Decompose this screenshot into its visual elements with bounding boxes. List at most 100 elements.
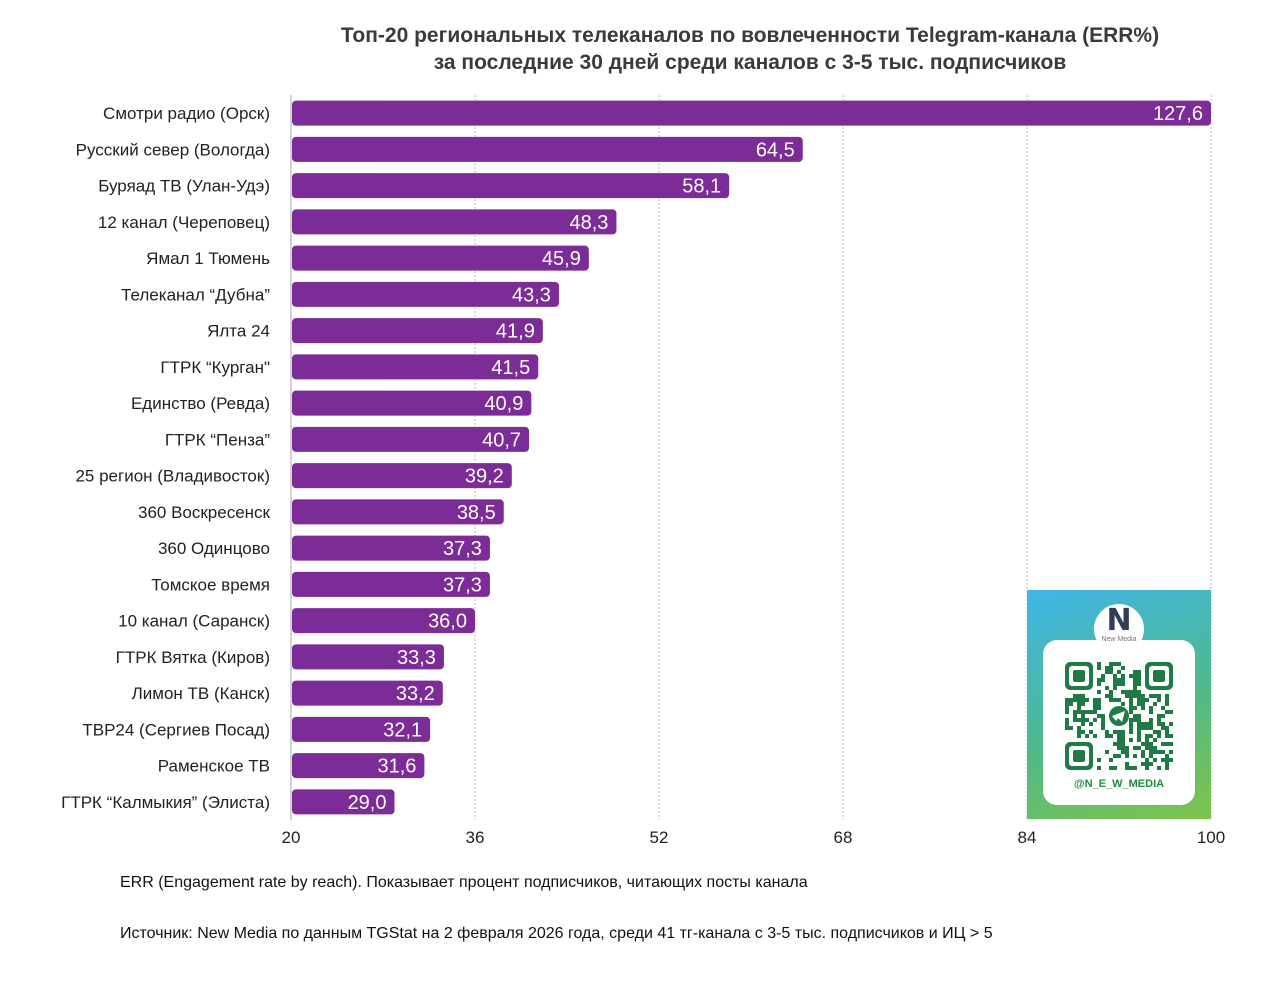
qr-module	[1065, 726, 1069, 730]
qr-module	[1169, 750, 1173, 754]
qr-module	[1109, 662, 1113, 666]
qr-module	[1145, 726, 1149, 730]
qr-module	[1161, 750, 1165, 754]
category-label: Смотри радио (Орск)	[103, 104, 270, 123]
qr-module	[1157, 730, 1161, 734]
qr-module	[1137, 702, 1141, 706]
qr-module	[1129, 690, 1133, 694]
qr-module	[1129, 718, 1133, 722]
qr-module	[1065, 698, 1069, 702]
bar-value-label: 33,3	[397, 647, 436, 669]
qr-module	[1093, 702, 1097, 706]
category-label: 360 Воскресенск	[138, 503, 271, 522]
qr-module	[1109, 766, 1113, 770]
qr-module	[1161, 742, 1165, 746]
category-label: Буряад ТВ (Улан-Удэ)	[98, 177, 270, 196]
bar-value-label: 45,9	[542, 248, 581, 270]
qr-module	[1117, 754, 1121, 758]
qr-module	[1125, 690, 1129, 694]
qr-module	[1097, 682, 1101, 686]
qr-module	[1133, 718, 1137, 722]
qr-module	[1157, 734, 1161, 738]
qr-module	[1105, 666, 1109, 670]
category-label: 10 канал (Саранск)	[118, 612, 270, 631]
qr-module	[1117, 682, 1121, 686]
qr-module	[1129, 702, 1133, 706]
category-label: Лимон ТВ (Канск)	[132, 684, 270, 703]
qr-module	[1153, 750, 1157, 754]
qr-module	[1125, 754, 1129, 758]
qr-module	[1149, 746, 1153, 750]
bar-value-label: 40,7	[482, 429, 521, 451]
bar	[292, 245, 589, 271]
bar-value-label: 127,6	[1153, 103, 1203, 125]
qr-module	[1165, 734, 1169, 738]
qr-module	[1113, 742, 1117, 746]
qr-module	[1137, 674, 1141, 678]
qr-module	[1065, 722, 1069, 726]
bar-value-label: 31,6	[377, 756, 416, 778]
qr-module	[1113, 730, 1117, 734]
qr-module	[1137, 698, 1141, 702]
qr-module	[1077, 718, 1081, 722]
qr-module	[1165, 702, 1169, 706]
qr-module	[1101, 714, 1105, 718]
qr-module	[1097, 766, 1101, 770]
qr-module	[1097, 714, 1101, 718]
new-media-logo: N New Media	[1094, 604, 1144, 654]
qr-module	[1093, 706, 1097, 710]
qr-module	[1121, 666, 1125, 670]
qr-module	[1133, 678, 1137, 682]
telegram-handle[interactable]: @N_E_W_MEDIA	[1073, 778, 1165, 790]
qr-module	[1073, 714, 1077, 718]
qr-module	[1145, 766, 1149, 770]
qr-module	[1089, 710, 1093, 714]
qr-module	[1169, 758, 1173, 762]
qr-module	[1137, 726, 1141, 730]
qr-module	[1133, 754, 1137, 758]
qr-module	[1153, 746, 1157, 750]
qr-promo-panel[interactable]: @N_E_W_MEDIA N New Media	[1027, 590, 1211, 819]
qr-module	[1145, 734, 1149, 738]
chart-title-line-1: Топ-20 региональных телеканалов по вовле…	[340, 24, 1160, 47]
qr-module	[1077, 734, 1081, 738]
qr-module	[1137, 670, 1141, 674]
qr-module	[1113, 754, 1117, 758]
qr-module	[1073, 698, 1077, 702]
qr-module	[1169, 742, 1173, 746]
bar-value-label: 39,2	[465, 466, 504, 488]
qr-module	[1153, 694, 1157, 698]
qr-module	[1113, 766, 1117, 770]
bar-value-label: 33,2	[396, 683, 435, 705]
bar	[292, 136, 803, 162]
qr-module	[1093, 698, 1097, 702]
qr-module	[1097, 698, 1101, 702]
qr-module	[1125, 746, 1129, 750]
qr-module	[1105, 750, 1109, 754]
qr-module	[1145, 742, 1149, 746]
chart-title: Топ-20 региональных телеканалов по вовле…	[300, 22, 1200, 76]
qr-module	[1069, 726, 1073, 730]
qr-module	[1129, 738, 1133, 742]
qr-module	[1073, 694, 1077, 698]
category-label: ТВР24 (Сергиев Посад)	[82, 720, 270, 739]
qr-module	[1161, 714, 1165, 718]
qr-card[interactable]: @N_E_W_MEDIA	[1043, 640, 1195, 805]
category-label: Единство (Ревда)	[131, 394, 270, 413]
qr-module	[1149, 754, 1153, 758]
qr-module	[1085, 698, 1089, 702]
bar-value-label: 48,3	[570, 212, 609, 234]
qr-module	[1149, 726, 1153, 730]
qr-module	[1133, 690, 1137, 694]
qr-code[interactable]	[1065, 662, 1173, 770]
x-tick-label: 36	[466, 828, 485, 847]
bar	[292, 571, 490, 597]
bar	[292, 680, 443, 706]
bar	[292, 499, 504, 525]
qr-module	[1109, 758, 1113, 762]
qr-module	[1161, 726, 1165, 730]
qr-module	[1121, 690, 1125, 694]
telegram-plane-icon	[1112, 711, 1125, 722]
bar	[292, 644, 444, 670]
bar	[292, 753, 425, 779]
